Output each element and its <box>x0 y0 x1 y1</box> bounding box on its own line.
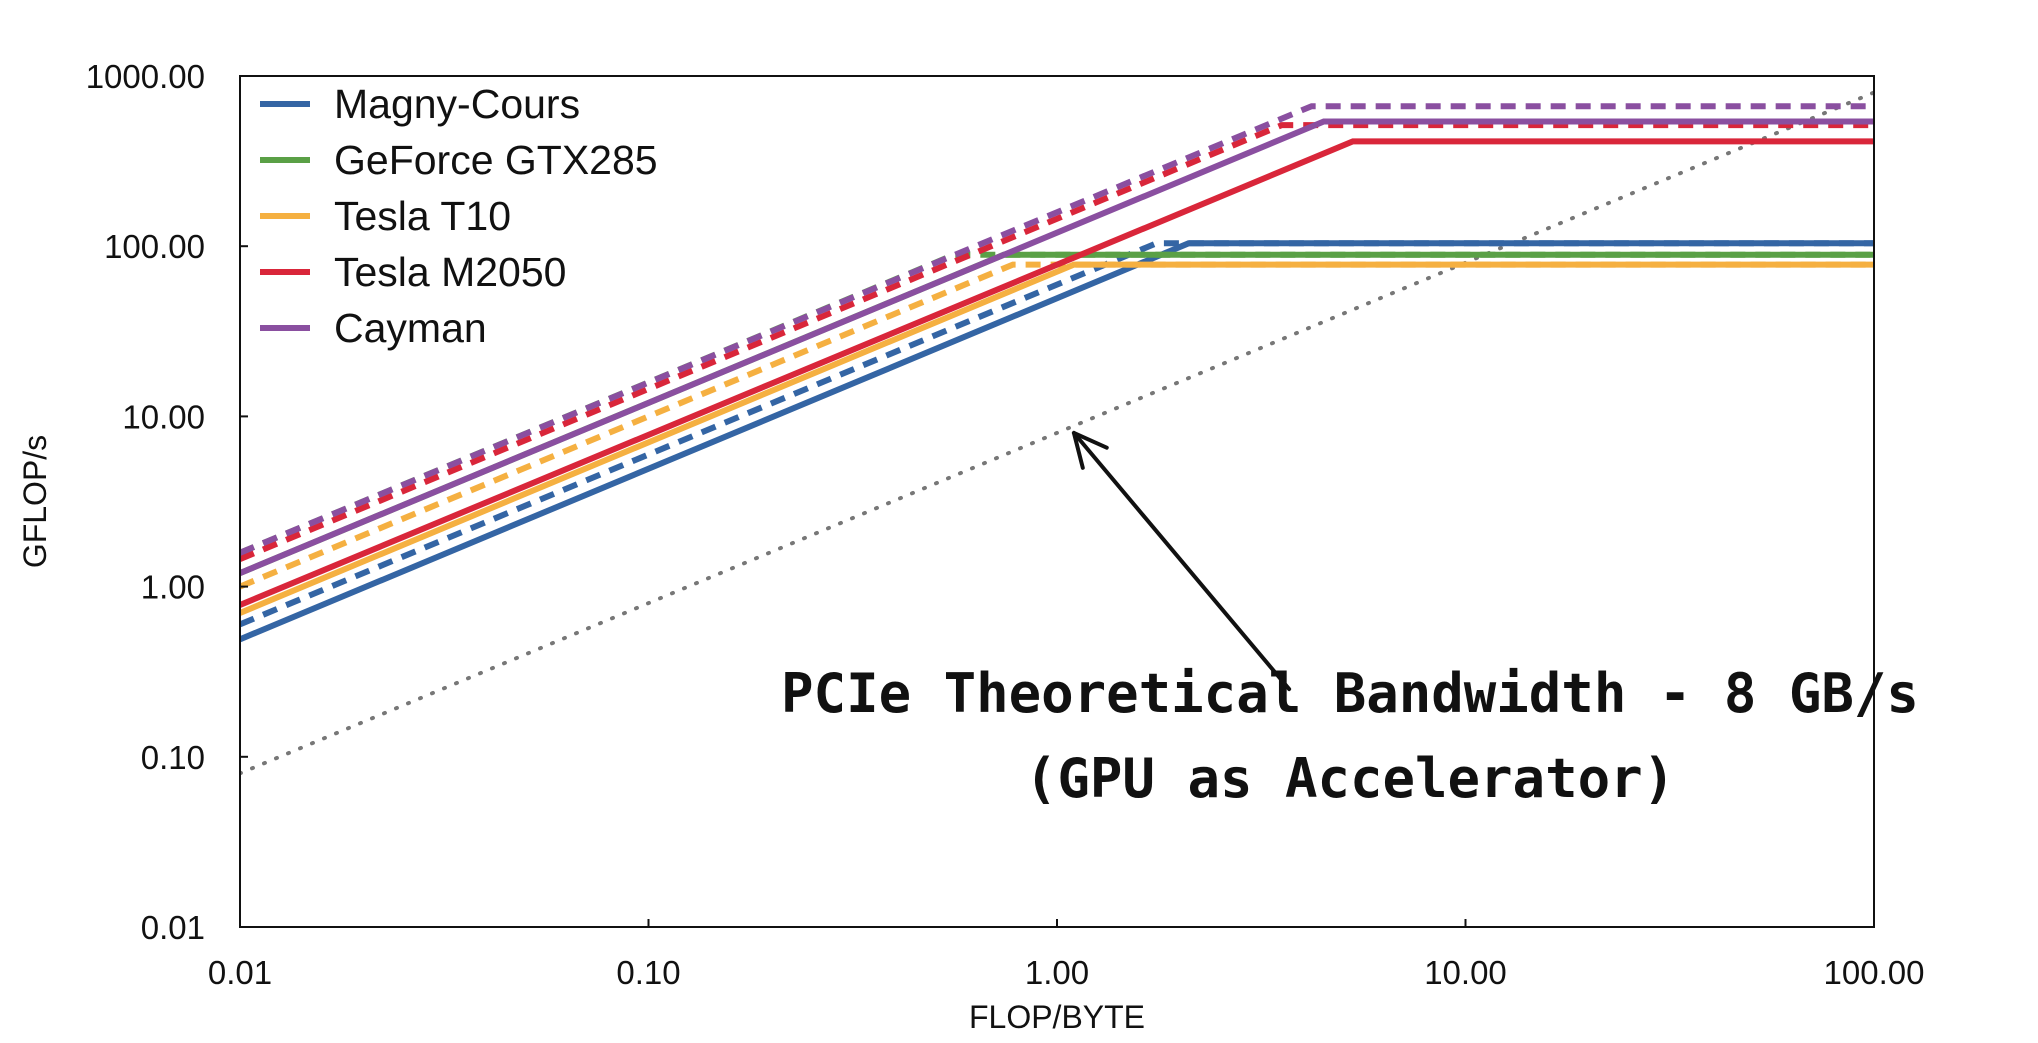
y-tick-label: 0.01 <box>141 909 205 946</box>
series-layer <box>240 90 1874 776</box>
x-tick-label: 0.10 <box>616 954 680 991</box>
legend-label-magny-cours: Magny-Cours <box>334 81 580 127</box>
annotation-line-1: PCIe Theoretical Bandwidth - 8 GB/s <box>781 662 1919 725</box>
x-tick-label: 100.00 <box>1824 954 1925 991</box>
series-cayman-solid-line <box>240 118 1874 576</box>
annotation-arrow-shaft <box>1071 430 1292 692</box>
legend: Magny-Cours GeForce GTX285 Tesla T10 Tesla … <box>260 81 658 351</box>
y-axis-title: GFLOP/s <box>17 435 53 568</box>
series-magny-cours-solid-line <box>240 240 1874 643</box>
legend-label-tesla-m2050: Tesla M2050 <box>334 249 566 295</box>
series-tesla-t10-solid-line <box>240 261 1874 616</box>
legend-label-tesla-t10: Tesla T10 <box>334 193 511 239</box>
x-tick-label: 10.00 <box>1424 954 1507 991</box>
x-tick-label: 1.00 <box>1025 954 1089 991</box>
y-tick-label: 0.10 <box>141 739 205 776</box>
legend-label-cayman: Cayman <box>334 305 487 351</box>
axis-ticks: 0.01 0.10 1.00 10.00 100.00 0.01 0.10 1.00 10.00… <box>86 58 1925 991</box>
series-cayman-dashed-line <box>240 103 1874 556</box>
series-group <box>240 90 1874 776</box>
series-magny-cours-dashed-line <box>240 240 1874 628</box>
y-tick-label: 10.00 <box>122 398 205 435</box>
y-tick-label: 1.00 <box>141 569 205 606</box>
y-tick-label: 100.00 <box>104 228 205 265</box>
x-axis-title: FLOP/BYTE <box>969 999 1145 1035</box>
annotation-line-2: (GPU as Accelerator) <box>1025 747 1675 810</box>
reference-line-pcie <box>240 90 1874 776</box>
y-tick-label: 1000.00 <box>86 58 205 95</box>
series-tesla-m2050-solid-line <box>240 138 1874 608</box>
legend-label-geforce-gtx285: GeForce GTX285 <box>334 137 658 183</box>
x-tick-label: 0.01 <box>208 954 272 991</box>
annotation-arrow-head <box>1071 430 1109 470</box>
series-tesla-m2050-dashed-line <box>240 122 1874 562</box>
annotation: PCIe Theoretical Bandwidth - 8 GB/s (GPU… <box>781 430 1919 810</box>
